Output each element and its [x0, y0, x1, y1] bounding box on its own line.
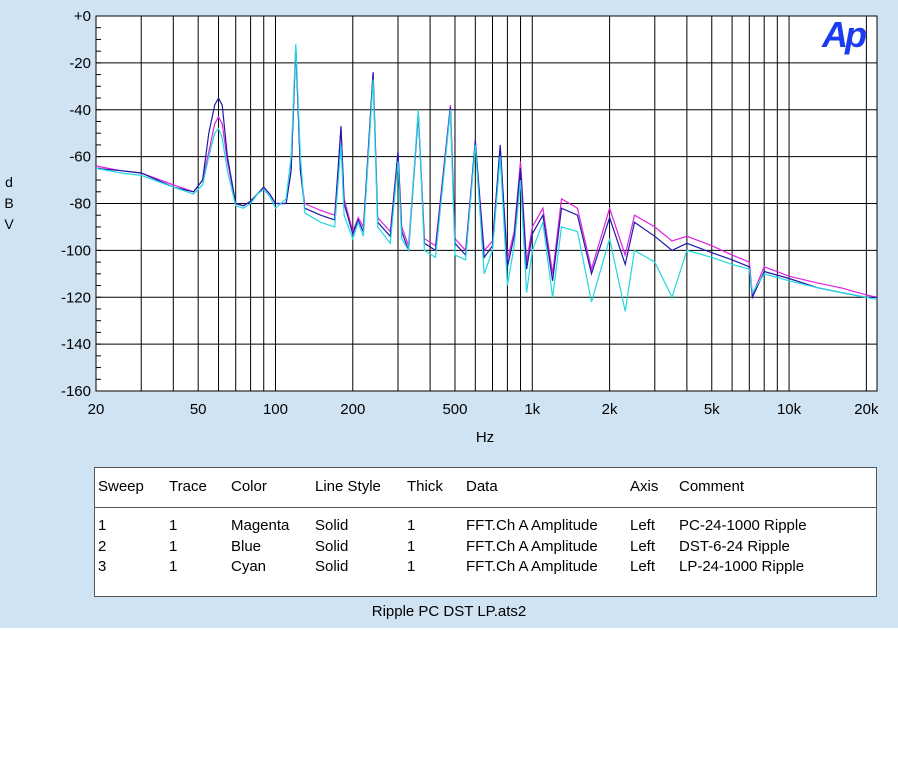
legend-header-color: Color: [231, 478, 267, 495]
x-tick-label: 50: [190, 401, 207, 418]
y-tick-label: -80: [69, 196, 91, 213]
legend-cell: FFT.Ch A Amplitude: [466, 558, 598, 575]
x-tick-label: 20k: [854, 401, 879, 418]
legend-cell: Left: [630, 517, 656, 534]
legend-row: 2 1 Blue Solid 1 FFT.Ch A Amplitude Left…: [95, 538, 876, 558]
legend-cell: Blue: [231, 538, 262, 555]
y-tick-label: +0: [74, 8, 91, 25]
legend-header-trace: Trace: [169, 478, 207, 495]
legend-header-axis: Axis: [630, 478, 659, 495]
legend-cell: PC-24-1000 Ripple: [679, 517, 807, 534]
legend-cell: Left: [630, 538, 656, 555]
series-line: [95, 44, 878, 312]
ap-logo: Ap: [822, 14, 867, 55]
x-tick-label: 200: [340, 401, 365, 418]
legend-header-comment: Comment: [679, 478, 745, 495]
legend-cell: 2: [98, 538, 107, 555]
legend-cell: FFT.Ch A Amplitude: [466, 517, 598, 534]
y-tick-label: -20: [69, 55, 91, 72]
legend-cell: 1: [169, 558, 178, 575]
legend-header-row: Sweep Trace Color Line Style Thick Data …: [95, 468, 876, 508]
file-caption: Ripple PC DST LP.ats2: [371, 603, 527, 620]
x-tick-label: 20: [88, 401, 105, 418]
legend-cell: 1: [169, 517, 178, 534]
legend-cell: 1: [169, 538, 178, 555]
x-tick-label: 1k: [524, 401, 540, 418]
legend-row: 3 1 Cyan Solid 1 FFT.Ch A Amplitude Left…: [95, 558, 876, 578]
x-tick-label: 10k: [777, 401, 802, 418]
x-tick-label: 5k: [704, 401, 720, 418]
y-tick-label: -40: [69, 102, 91, 119]
legend-cell: 1: [407, 558, 416, 575]
legend-cell: FFT.Ch A Amplitude: [466, 538, 598, 555]
legend-cell: 3: [98, 558, 107, 575]
legend-cell: Solid: [315, 538, 349, 555]
y-axis-label-letter: V: [4, 216, 14, 232]
legend-header-style: Line Style: [315, 478, 381, 495]
legend-cell: 1: [407, 517, 416, 534]
y-axis-label-letter: d: [5, 174, 13, 190]
legend-cell: 1: [407, 538, 416, 555]
legend-cell: 1: [98, 517, 107, 534]
y-tick-label: -120: [61, 289, 91, 306]
legend-cell: Solid: [315, 558, 349, 575]
y-tick-label: -100: [61, 242, 91, 259]
x-axis-label: Hz: [475, 429, 495, 446]
legend-cell: Magenta: [231, 517, 290, 534]
y-tick-label: -160: [61, 383, 91, 400]
y-axis-label: d B V: [2, 172, 16, 235]
legend-cell: Left: [630, 558, 656, 575]
legend-row: 1 1 Magenta Solid 1 FFT.Ch A Amplitude L…: [95, 517, 876, 537]
x-tick-label: 100: [263, 401, 288, 418]
y-tick-label: -140: [61, 336, 91, 353]
x-tick-label: 500: [442, 401, 467, 418]
y-tick-label: -60: [69, 149, 91, 166]
legend-table: Sweep Trace Color Line Style Thick Data …: [94, 467, 877, 597]
legend-cell: DST-6-24 Ripple: [679, 538, 790, 555]
y-axis-label-letter: B: [4, 195, 14, 211]
legend-header-sweep: Sweep: [98, 478, 144, 495]
series-lines: [95, 44, 878, 312]
legend-header-thick: Thick: [407, 478, 443, 495]
legend-cell: LP-24-1000 Ripple: [679, 558, 805, 575]
legend-cell: Cyan: [231, 558, 267, 575]
legend-cell: Solid: [315, 517, 349, 534]
x-tick-label: 2k: [602, 401, 618, 418]
legend-header-data: Data: [466, 478, 498, 495]
